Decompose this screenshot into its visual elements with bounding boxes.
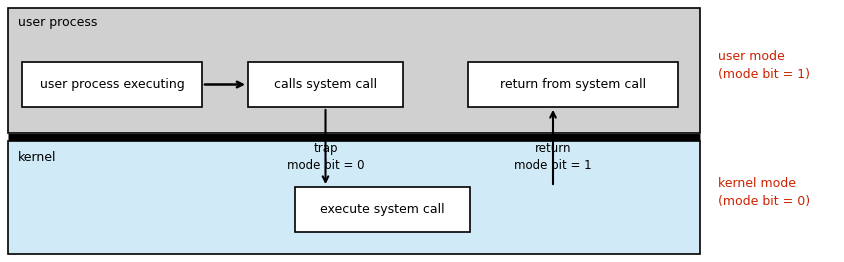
Text: user process: user process xyxy=(18,16,97,29)
Text: return from system call: return from system call xyxy=(500,78,646,91)
Text: kernel: kernel xyxy=(18,151,57,164)
Text: kernel mode
(mode bit = 0): kernel mode (mode bit = 0) xyxy=(717,177,809,208)
Text: execute system call: execute system call xyxy=(320,203,444,216)
FancyBboxPatch shape xyxy=(295,187,469,232)
FancyBboxPatch shape xyxy=(22,62,202,107)
Text: user process executing: user process executing xyxy=(40,78,184,91)
FancyBboxPatch shape xyxy=(8,8,699,133)
Text: calls system call: calls system call xyxy=(273,78,376,91)
Text: user mode
(mode bit = 1): user mode (mode bit = 1) xyxy=(717,50,809,81)
FancyBboxPatch shape xyxy=(468,62,677,107)
FancyBboxPatch shape xyxy=(8,141,699,254)
Text: trap
mode bit = 0: trap mode bit = 0 xyxy=(286,142,364,172)
FancyBboxPatch shape xyxy=(247,62,403,107)
Text: return
mode bit = 1: return mode bit = 1 xyxy=(514,142,591,172)
